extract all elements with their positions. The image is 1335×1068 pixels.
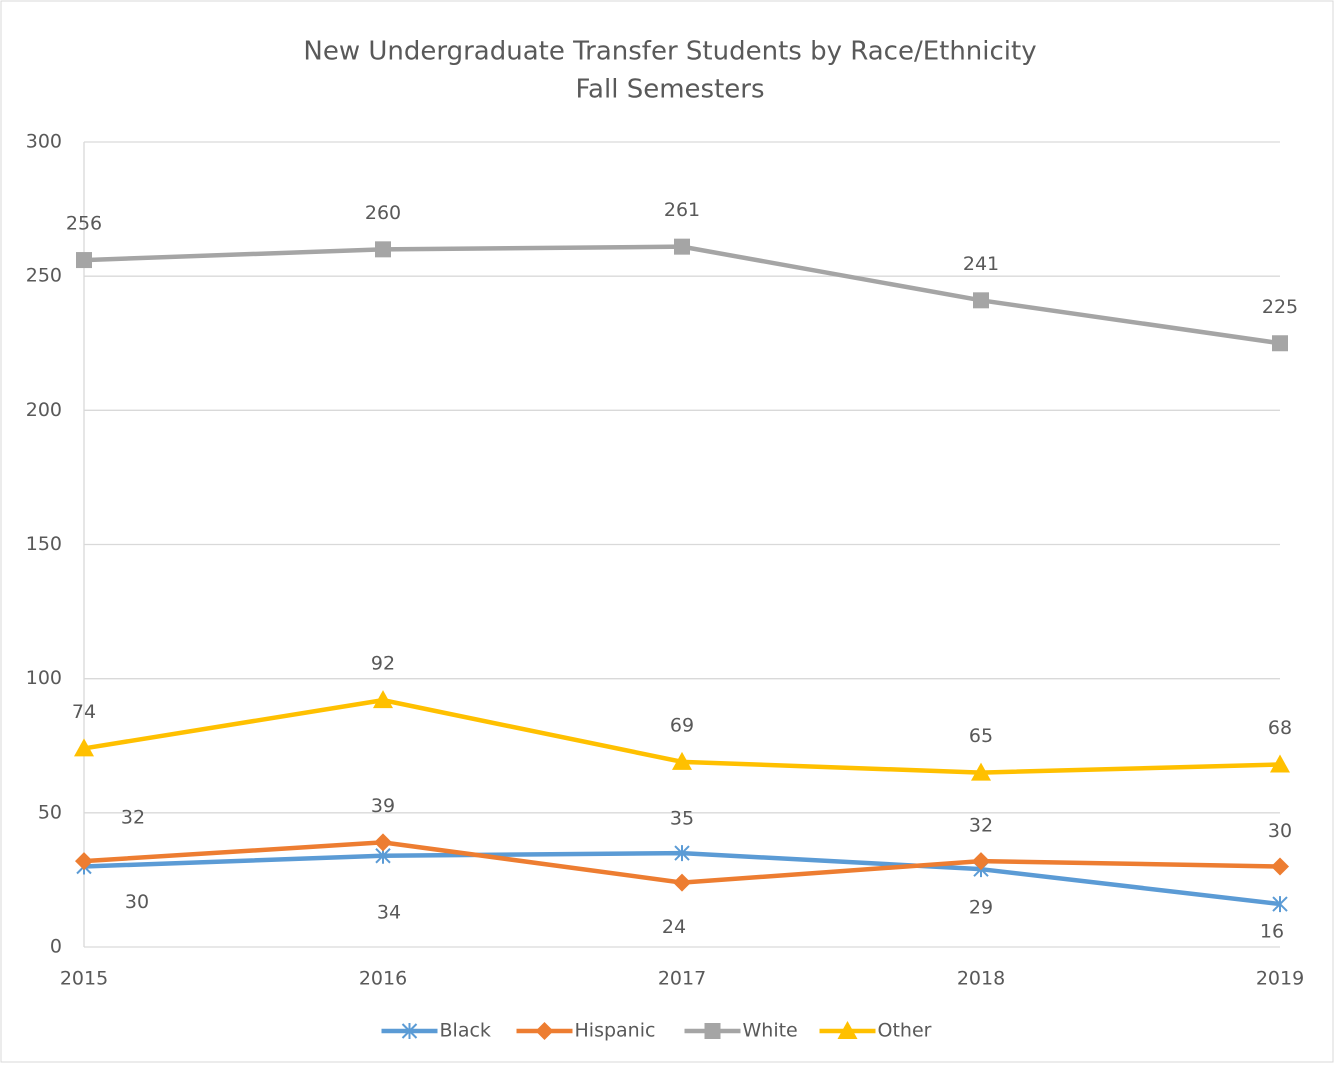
data-label: 24	[662, 916, 686, 938]
data-label: 65	[969, 725, 993, 747]
marker	[74, 738, 94, 757]
marker	[1272, 896, 1288, 913]
data-label: 74	[72, 701, 96, 723]
legend-item: Hispanic	[516, 1020, 656, 1042]
data-label: 241	[963, 253, 999, 275]
data-label: 35	[670, 808, 694, 830]
x-tick-label: 2016	[359, 968, 407, 990]
legend-label: White	[743, 1020, 798, 1042]
data-label: 30	[125, 891, 149, 913]
data-label: 32	[969, 815, 993, 837]
marker	[1270, 754, 1290, 773]
legend-label: Other	[878, 1020, 932, 1042]
marker	[401, 1023, 418, 1039]
marker	[375, 241, 391, 258]
marker	[672, 751, 692, 770]
legend-label: Hispanic	[575, 1020, 656, 1042]
data-label: 30	[1268, 820, 1292, 842]
marker	[971, 762, 991, 781]
chart-subtitle: Fall Semesters	[575, 75, 764, 105]
legend-item: Black	[381, 1020, 491, 1042]
x-tick-label: 2015	[60, 968, 108, 990]
marker	[704, 1023, 721, 1039]
y-tick-label: 100	[26, 667, 62, 689]
legend-item: White	[684, 1020, 798, 1042]
marker	[674, 845, 690, 862]
y-tick-label: 50	[38, 801, 62, 823]
marker	[837, 1021, 858, 1039]
y-tick-label: 0	[50, 936, 62, 958]
data-label: 16	[1260, 921, 1284, 943]
data-label: 225	[1262, 296, 1298, 318]
marker	[673, 873, 691, 892]
x-tick-label: 2018	[957, 968, 1005, 990]
marker	[374, 833, 392, 852]
marker	[973, 292, 989, 309]
x-tick-label: 2019	[1256, 968, 1304, 990]
data-label: 260	[365, 202, 401, 224]
data-label: 29	[969, 897, 993, 919]
y-tick-label: 200	[26, 399, 62, 421]
legend-label: Black	[440, 1020, 491, 1042]
data-label: 261	[664, 199, 700, 221]
marker	[1271, 857, 1289, 876]
y-tick-label: 300	[26, 131, 62, 153]
data-label: 256	[66, 213, 102, 235]
chart-title: New Undergraduate Transfer Students by R…	[303, 37, 1036, 67]
data-label: 39	[371, 795, 395, 817]
marker	[674, 238, 690, 255]
data-label: 34	[377, 901, 401, 923]
marker	[75, 852, 93, 871]
marker	[972, 852, 990, 871]
data-label: 92	[371, 653, 395, 675]
marker	[535, 1022, 554, 1040]
y-tick-label: 250	[26, 265, 62, 287]
y-tick-label: 150	[26, 533, 62, 555]
data-label: 69	[670, 714, 694, 736]
marker	[76, 252, 92, 269]
data-label: 68	[1268, 717, 1292, 739]
x-tick-label: 2017	[658, 968, 706, 990]
marker	[1272, 335, 1288, 352]
legend-item: Other	[819, 1020, 932, 1042]
data-label: 32	[121, 807, 145, 829]
marker	[373, 690, 393, 709]
